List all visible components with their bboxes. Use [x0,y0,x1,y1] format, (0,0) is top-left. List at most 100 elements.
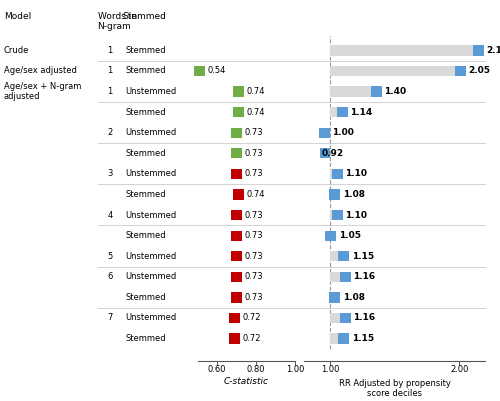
Bar [330,45,484,56]
Text: RR Adjusted by propensity
score deciles: RR Adjusted by propensity score deciles [338,379,450,398]
Text: 1: 1 [108,67,112,75]
Bar [330,251,349,261]
Bar [232,107,244,117]
Text: Unstemmed: Unstemmed [125,87,176,96]
Bar [320,148,330,158]
Bar [330,334,349,344]
Text: 1.00: 1.00 [320,365,339,374]
Text: Age/sex adjusted: Age/sex adjusted [4,67,77,75]
Bar [330,231,336,241]
Text: 0.60: 0.60 [208,365,226,374]
Bar [330,210,343,220]
Text: 1: 1 [108,87,112,96]
Bar [231,292,242,303]
Text: 0.73: 0.73 [245,128,264,137]
Text: 1.16: 1.16 [353,272,375,282]
Bar [473,45,484,56]
Text: Unstemmed: Unstemmed [125,314,176,322]
Text: 1.08: 1.08 [342,293,364,302]
Bar [330,189,340,200]
Text: Stemmed: Stemmed [125,231,166,240]
Text: 1.15: 1.15 [352,252,374,261]
Bar [330,292,340,303]
Bar [332,210,343,220]
Text: 0.73: 0.73 [245,211,264,220]
Bar [330,272,350,282]
Text: 1.14: 1.14 [350,107,372,117]
Text: 0.80: 0.80 [247,365,265,374]
Text: 3: 3 [108,169,112,178]
Text: 2.05: 2.05 [468,67,490,75]
Text: Unstemmed: Unstemmed [125,211,176,220]
Text: Unstemmed: Unstemmed [125,128,176,137]
Text: Stemmed: Stemmed [122,12,166,21]
Bar [194,66,205,76]
Text: 1.10: 1.10 [346,169,368,178]
Text: Unstemmed: Unstemmed [125,252,176,261]
Bar [231,210,242,220]
Bar [340,313,350,323]
Text: 0.92: 0.92 [322,149,344,158]
Text: Stemmed: Stemmed [125,46,166,55]
Text: 1.40: 1.40 [384,87,406,96]
Text: Crude: Crude [4,46,30,55]
Bar [330,66,466,76]
Text: Stemmed: Stemmed [125,107,166,117]
Bar [232,189,244,200]
Text: 0.74: 0.74 [247,107,266,117]
Bar [326,231,336,241]
Text: C-statistic: C-statistic [224,377,269,386]
Text: 1: 1 [108,46,112,55]
Bar [454,66,466,76]
Text: 1.00: 1.00 [286,365,304,374]
Text: Age/sex + N-gram
adjusted: Age/sex + N-gram adjusted [4,82,82,101]
Text: 7: 7 [108,314,112,322]
Text: Unstemmed: Unstemmed [125,272,176,282]
Bar [232,87,244,97]
Bar [330,313,350,323]
Text: Stemmed: Stemmed [125,149,166,158]
Bar [231,169,242,179]
Text: Stemmed: Stemmed [125,67,166,75]
Bar [338,334,349,344]
Text: 2.00: 2.00 [450,365,468,374]
Bar [229,334,240,344]
Text: 0.72: 0.72 [243,314,262,322]
Text: Model: Model [4,12,31,21]
Text: 0.54: 0.54 [208,67,226,75]
Text: Stemmed: Stemmed [125,293,166,302]
Text: Unstemmed: Unstemmed [125,169,176,178]
Text: 2: 2 [108,128,112,137]
Bar [319,128,330,138]
Bar [330,189,340,200]
Bar [231,272,242,282]
Bar [338,251,349,261]
Bar [332,169,343,179]
Text: Words in
N-gram: Words in N-gram [98,12,136,31]
Text: 5: 5 [108,252,112,261]
Text: 1.05: 1.05 [339,231,361,240]
Text: 0.73: 0.73 [245,231,264,240]
Bar [330,107,348,117]
Bar [231,128,242,138]
Text: 0.74: 0.74 [247,87,266,96]
Bar [370,87,382,97]
Text: 4: 4 [108,211,112,220]
Bar [231,251,242,261]
Text: 2.19: 2.19 [486,46,500,55]
Bar [231,231,242,241]
Text: 1.08: 1.08 [342,190,364,199]
Text: Stemmed: Stemmed [125,334,166,343]
Bar [330,292,340,303]
Bar [231,148,242,158]
Text: 0.73: 0.73 [245,252,264,261]
Text: 1.00: 1.00 [332,128,354,137]
Text: 0.74: 0.74 [247,190,266,199]
Bar [340,272,350,282]
Text: 6: 6 [108,272,112,282]
Text: 0.72: 0.72 [243,334,262,343]
Text: 0.73: 0.73 [245,293,264,302]
Bar [330,87,382,97]
Bar [337,107,348,117]
Text: 1.15: 1.15 [352,334,374,343]
